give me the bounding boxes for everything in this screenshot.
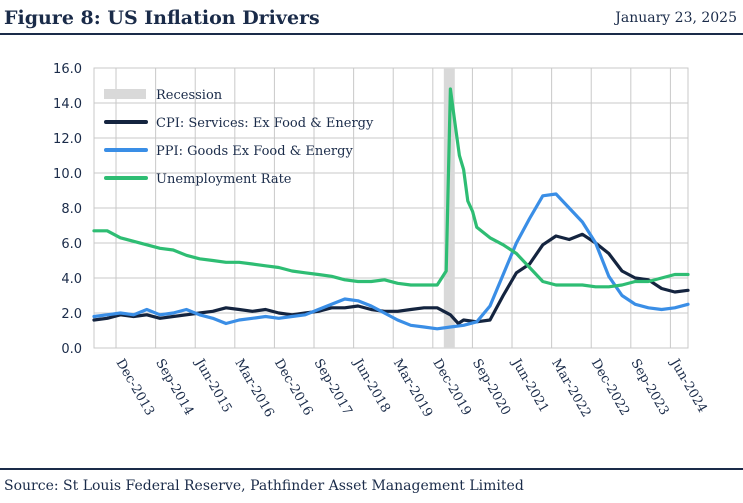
x-tick-label: Sep-2023 [627, 357, 671, 419]
bottom-divider [0, 468, 743, 470]
x-tick-label: Jun-2018 [349, 355, 393, 416]
y-tick-label: 8.0 [61, 202, 82, 217]
x-tick-label: Sep-2020 [469, 357, 513, 419]
y-tick-label: 10.0 [53, 167, 82, 182]
x-tick-label: Jun-2024 [666, 355, 710, 416]
inflation-drivers-chart: 0.02.04.06.08.010.012.014.016.0Dec-2013S… [53, 62, 710, 420]
x-tick-label: Dec-2016 [271, 357, 315, 419]
recession-layer [443, 68, 455, 348]
y-tick-label: 2.0 [61, 307, 82, 322]
source-note: Source: St Louis Federal Reserve, Pathfi… [4, 478, 524, 494]
recession-band [443, 68, 455, 348]
x-tick-label: Jun-2015 [191, 355, 235, 416]
legend-layer: Recession CPI: Services: Ex Food & Energy… [104, 88, 374, 187]
axis-layer: 0.02.04.06.08.010.012.014.016.0Dec-2013S… [53, 62, 710, 420]
ppi-line [92, 192, 690, 331]
x-tick-label: Sep-2014 [152, 357, 196, 419]
header: Figure 8: US Inflation Drivers January 2… [0, 0, 743, 34]
x-tick-label: Dec-2013 [113, 357, 157, 419]
legend-unemployment-label: Unemployment Rate [156, 172, 292, 187]
y-tick-label: 12.0 [53, 132, 82, 147]
unemployment-line [92, 87, 690, 289]
x-tick-label: Mar-2016 [231, 357, 276, 421]
grid-layer [93, 67, 689, 349]
x-tick-label: Jun-2021 [508, 355, 552, 416]
series-layer [92, 87, 690, 331]
y-tick-label: 0.0 [61, 342, 82, 357]
top-divider [0, 33, 743, 35]
y-tick-label: 6.0 [61, 237, 82, 252]
legend-ppi-label: PPI: Goods Ex Food & Energy [156, 144, 353, 159]
page-title: Figure 8: US Inflation Drivers [4, 7, 320, 29]
y-tick-label: 4.0 [61, 272, 82, 287]
x-tick-label: Mar-2022 [548, 357, 593, 421]
x-tick-label: Dec-2019 [429, 357, 473, 419]
y-tick-label: 14.0 [53, 97, 82, 112]
x-tick-label: Mar-2019 [390, 357, 435, 421]
legend-recession-swatch [104, 89, 146, 99]
date-label: January 23, 2025 [615, 10, 737, 26]
legend-cpi-label: CPI: Services: Ex Food & Energy [156, 116, 374, 131]
x-tick-label: Dec-2022 [588, 357, 632, 419]
legend-recession-label: Recession [156, 88, 223, 103]
y-tick-label: 16.0 [53, 62, 82, 77]
x-tick-label: Sep-2017 [311, 357, 355, 419]
